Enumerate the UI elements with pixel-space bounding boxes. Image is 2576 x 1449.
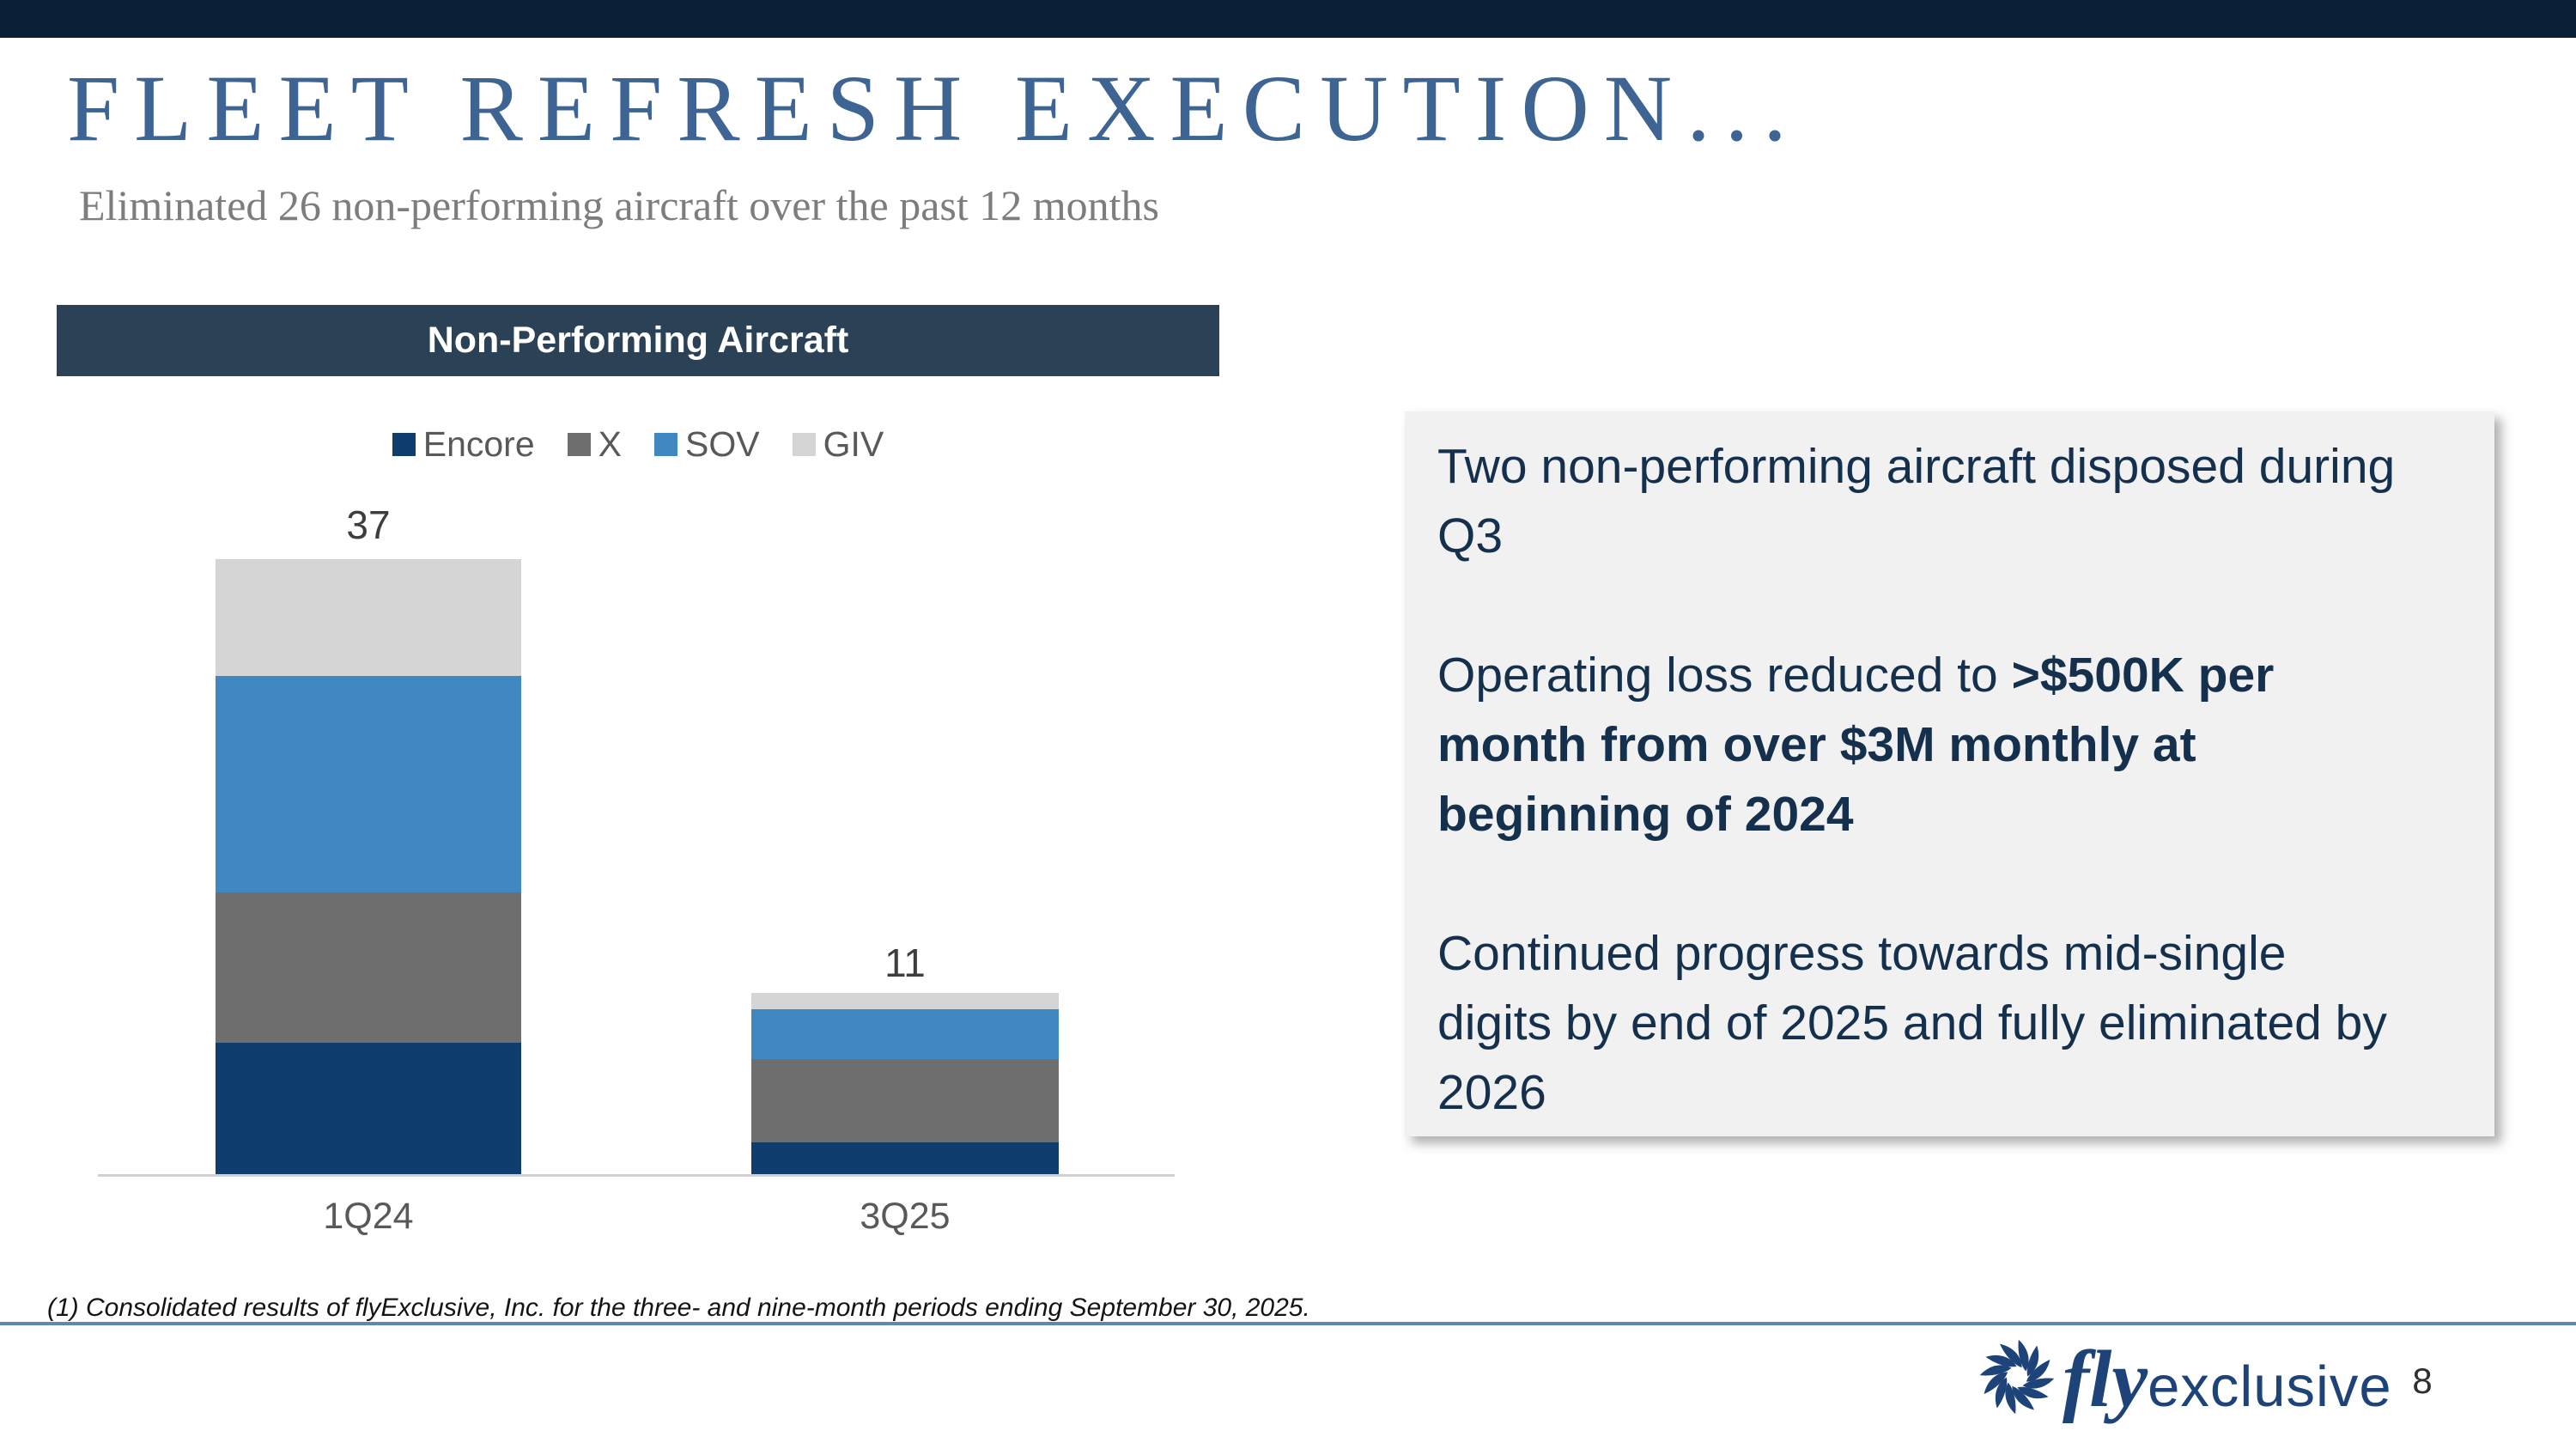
bar-segment-encore-1q24 <box>216 1043 521 1176</box>
legend-label-giv: GIV <box>823 424 884 464</box>
bar-segment-giv-3q25 <box>751 993 1059 1009</box>
page-title: FLEET REFRESH EXECUTION... <box>67 56 1801 161</box>
legend-swatch-x <box>567 433 591 456</box>
legend-label-encore: Encore <box>422 424 535 464</box>
bar-segment-x-3q25 <box>751 1059 1059 1142</box>
divider-line <box>0 1322 2576 1325</box>
x-axis-label-1q24: 1Q24 <box>323 1196 414 1237</box>
page-subtitle: Eliminated 26 non-performing aircraft ov… <box>79 181 1159 229</box>
page-number: 8 <box>2412 1361 2433 1401</box>
bar-segment-encore-3q25 <box>751 1142 1059 1176</box>
bar-segment-sov-3q25 <box>751 1009 1059 1059</box>
chart-legend: Encore X SOV GIV <box>57 424 1219 465</box>
legend-swatch-sov <box>654 433 678 456</box>
bar-total-3q25: 11 <box>884 941 926 985</box>
legend-swatch-giv <box>792 433 816 456</box>
legend-item-sov: SOV <box>654 424 760 465</box>
callout-box: Two non-performing aircraft disposed dur… <box>1405 411 2494 1136</box>
pinwheel-blades <box>1979 1339 2055 1415</box>
bar-segment-x-1q24 <box>216 892 521 1043</box>
callout-paragraph-3: Continued progress towards mid-single di… <box>1437 926 2387 1120</box>
legend-label-x: X <box>598 424 623 464</box>
legend-item-encore: Encore <box>392 424 535 465</box>
logo-text-exclusive: exclusive <box>2148 1355 2392 1419</box>
callout-paragraph-2-normal: Operating loss reduced to <box>1437 648 2012 703</box>
legend-label-sov: SOV <box>685 424 760 464</box>
bar-column-3q25 <box>751 993 1059 1176</box>
callout-paragraph-2-bold: >$500K per month from over $3M monthly a… <box>1437 648 2275 842</box>
flyexclusive-logo-text: fly exclusive <box>2063 1333 2392 1426</box>
legend-swatch-encore <box>392 433 416 456</box>
callout-paragraph-2: Operating loss reduced to >$500K per mon… <box>1437 641 2399 849</box>
legend-item-x: X <box>567 424 623 465</box>
top-accent-bar <box>0 0 2576 38</box>
x-axis-label-3q25: 3Q25 <box>860 1196 951 1237</box>
x-axis-line <box>98 1174 1175 1177</box>
chart-title-bar: Non-Performing Aircraft <box>57 305 1219 376</box>
bar-total-1q24: 37 <box>346 502 391 547</box>
footnote: (1) Consolidated results of flyExclusive… <box>47 1294 1310 1322</box>
flyexclusive-logo-icon <box>1977 1335 2057 1419</box>
legend-item-giv: GIV <box>792 424 884 465</box>
callout-paragraph-1: Two non-performing aircraft disposed dur… <box>1437 439 2396 563</box>
logo-text-fly: fly <box>2063 1335 2148 1424</box>
bar-column-1q24 <box>216 559 521 1176</box>
bar-segment-giv-1q24 <box>216 559 521 676</box>
bar-segment-sov-1q24 <box>216 676 521 892</box>
